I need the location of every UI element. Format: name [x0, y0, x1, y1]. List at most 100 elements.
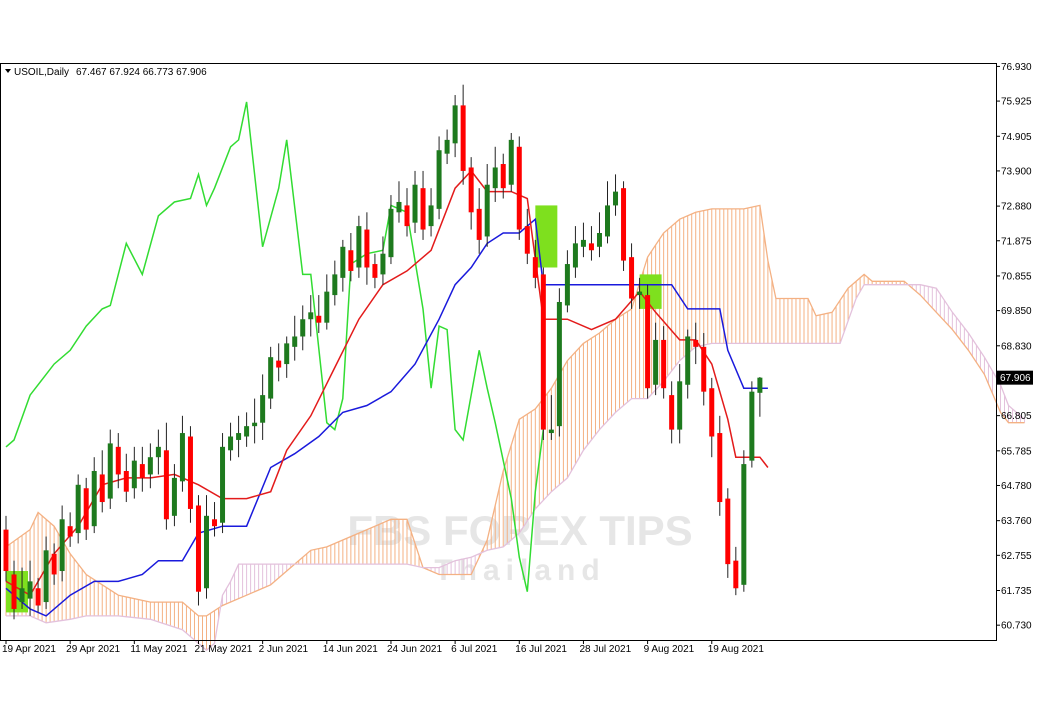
candle-body — [484, 184, 490, 237]
candle-body — [228, 436, 234, 451]
candle-body — [693, 339, 699, 347]
y-tick-label: 63.760 — [1001, 516, 1032, 527]
candle-body — [179, 433, 185, 482]
candle-body — [220, 446, 226, 523]
candle-body — [35, 588, 41, 606]
candle-body — [540, 274, 546, 430]
candle-body — [155, 446, 161, 458]
y-tick-label: 71.875 — [1001, 236, 1032, 247]
candle-body — [388, 208, 394, 258]
current-price-label: 67.906 — [1000, 373, 1031, 384]
time-axis: 19 Apr 2021 29 Apr 2021 11 May 2021 21 May … — [2, 640, 764, 655]
current-price-tag: 67.906 — [997, 370, 1033, 385]
x-tick-label: 19 Aug 2021 — [708, 644, 765, 655]
x-tick-label: 19 Apr 2021 — [2, 644, 56, 655]
x-tick-label: 2 Jun 2021 — [259, 644, 309, 655]
candle-body — [661, 339, 667, 389]
triangle-down-icon[interactable] — [5, 69, 11, 73]
candle-body — [588, 243, 594, 251]
candle-body — [500, 164, 506, 189]
candle-body — [316, 315, 322, 323]
candle-body — [59, 519, 65, 572]
candle-body — [476, 208, 482, 240]
current-price-tag-bg — [997, 370, 1033, 385]
candle-body — [276, 360, 282, 368]
candle-body — [524, 226, 530, 254]
candle-body — [637, 291, 643, 296]
chikou-span-line — [5, 101, 545, 592]
candle-body — [572, 243, 578, 268]
candle-body — [19, 588, 25, 603]
candle-body — [396, 201, 402, 213]
y-tick-label: 76.930 — [1001, 62, 1032, 73]
y-tick-label: 64.780 — [1001, 481, 1032, 492]
candle-body — [260, 395, 266, 423]
candle-body — [444, 139, 450, 154]
candle-body — [139, 464, 145, 478]
candle-body — [300, 319, 306, 337]
candle-body — [43, 550, 49, 603]
candle-body — [123, 470, 129, 492]
candle-body — [725, 498, 731, 565]
candle-body — [733, 560, 739, 589]
candle-body — [163, 450, 169, 520]
candle-body — [412, 184, 418, 223]
x-tick-label: 24 Jun 2021 — [387, 644, 442, 655]
y-tick-label: 68.830 — [1001, 341, 1032, 352]
candle-body — [115, 446, 121, 475]
y-tick-label: 65.785 — [1001, 446, 1032, 457]
watermark-title: FBS FOREX TIPS — [347, 507, 692, 554]
candle-body — [83, 488, 89, 530]
candle-body — [171, 477, 177, 516]
x-tick-label: 29 Apr 2021 — [66, 644, 120, 655]
candle-body — [195, 505, 201, 592]
watermark: FBS FOREX TIPS Thailand — [347, 507, 692, 587]
highlight-zone — [639, 274, 662, 309]
candle-body — [308, 312, 314, 320]
candle-body — [348, 250, 354, 271]
candle-body — [669, 395, 675, 430]
y-tick-label: 72.880 — [1001, 202, 1032, 213]
candle-body — [468, 167, 474, 213]
candle-body — [404, 205, 410, 227]
candle-body — [508, 139, 514, 185]
candle-body — [420, 188, 426, 230]
candle-body — [685, 336, 691, 385]
candle-body — [75, 484, 81, 534]
candle-body — [27, 581, 33, 599]
x-tick-label: 14 Jun 2021 — [323, 644, 378, 655]
x-tick-label: 11 May 2021 — [130, 644, 188, 655]
candle-body — [340, 246, 346, 278]
candle-body — [709, 388, 715, 437]
candle-body — [548, 429, 554, 434]
candle-body — [596, 233, 602, 247]
y-tick-label: 60.730 — [1001, 621, 1032, 632]
candle-body — [268, 357, 274, 399]
candle-body — [741, 464, 747, 585]
candle-body — [99, 474, 105, 503]
highlight-zone — [535, 205, 558, 268]
candle-body — [292, 336, 298, 347]
y-tick-label: 74.905 — [1001, 132, 1032, 143]
x-tick-label: 28 Jul 2021 — [579, 644, 631, 655]
candle-body — [284, 343, 290, 365]
candle-body — [380, 253, 386, 275]
candle-body — [11, 574, 17, 609]
candle-body — [749, 391, 755, 461]
candle-body — [372, 264, 378, 278]
candle-body — [717, 433, 723, 503]
candle-body — [244, 426, 250, 437]
candle-body — [131, 460, 137, 489]
candle-body — [621, 188, 627, 261]
y-tick-label: 66.805 — [1001, 411, 1032, 422]
x-tick-label: 6 Jul 2021 — [451, 644, 498, 655]
candle-body — [564, 264, 570, 306]
y-tick-label: 70.855 — [1001, 271, 1032, 282]
x-tick-label: 16 Jul 2021 — [515, 644, 567, 655]
candle-body — [356, 226, 362, 268]
y-tick-label: 69.850 — [1001, 306, 1032, 317]
senkou-span-b — [6, 284, 1025, 652]
y-tick-label: 75.925 — [1001, 97, 1032, 108]
